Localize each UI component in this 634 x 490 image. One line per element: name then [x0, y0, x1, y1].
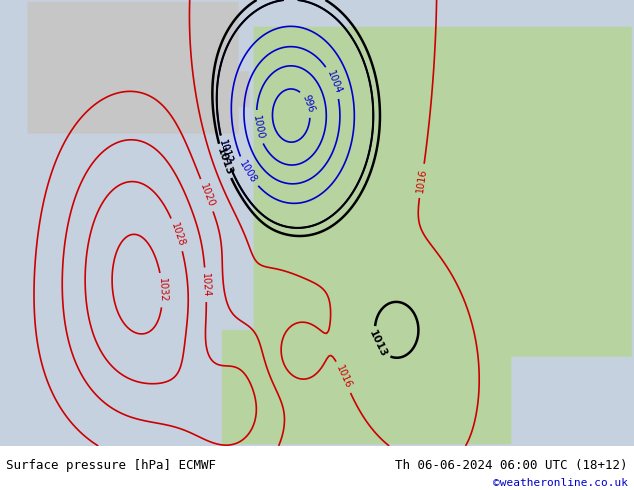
Text: 1012: 1012 — [217, 139, 233, 166]
Text: 1004: 1004 — [325, 69, 343, 96]
Text: 1008: 1008 — [238, 159, 259, 185]
Text: 1012: 1012 — [217, 139, 233, 166]
Text: 1024: 1024 — [200, 272, 211, 297]
Text: 1000: 1000 — [250, 114, 265, 140]
Text: 1028: 1028 — [169, 221, 186, 248]
Text: 996: 996 — [300, 94, 316, 114]
Text: ©weatheronline.co.uk: ©weatheronline.co.uk — [493, 478, 628, 488]
Text: 1013: 1013 — [367, 329, 389, 359]
Text: Th 06-06-2024 06:00 UTC (18+12): Th 06-06-2024 06:00 UTC (18+12) — [395, 459, 628, 472]
Text: 1016: 1016 — [415, 168, 429, 194]
Text: Surface pressure [hPa] ECMWF: Surface pressure [hPa] ECMWF — [6, 459, 216, 472]
Text: 1013: 1013 — [215, 146, 234, 176]
Text: 1032: 1032 — [157, 277, 168, 303]
Text: 1020: 1020 — [198, 182, 216, 208]
Text: 1016: 1016 — [334, 364, 353, 391]
